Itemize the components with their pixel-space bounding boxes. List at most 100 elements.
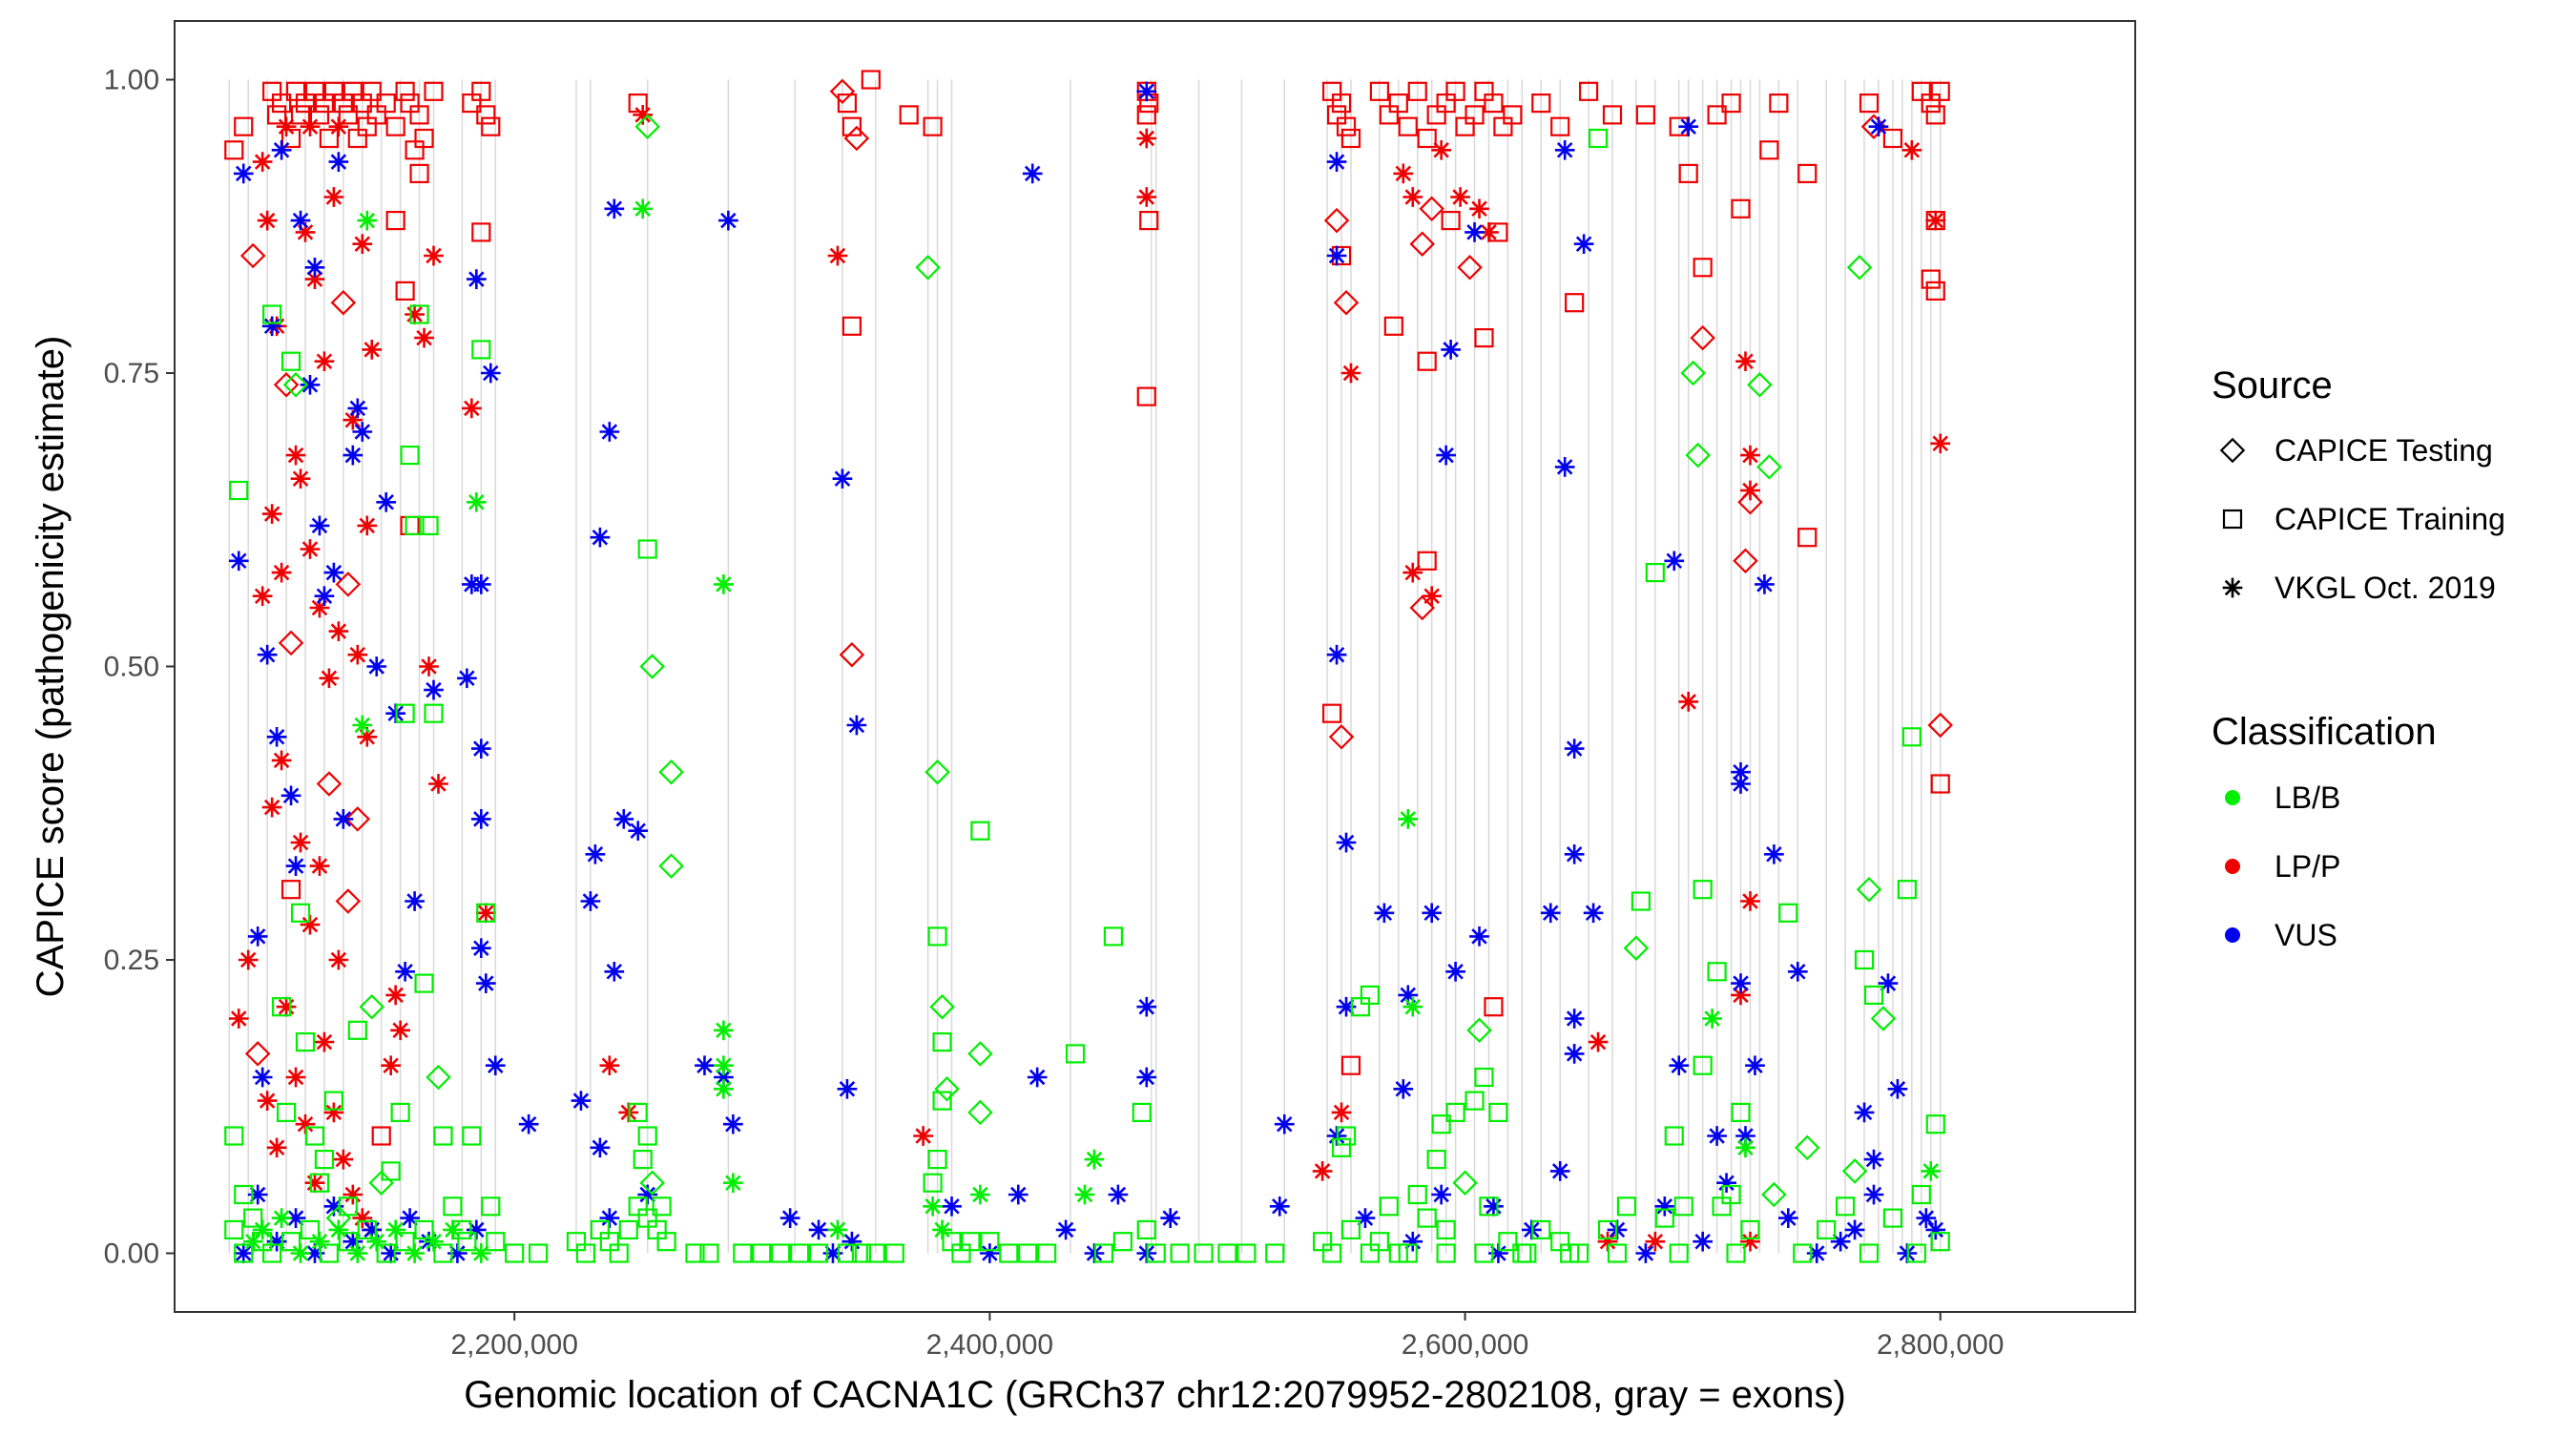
data-point [1859, 1243, 1880, 1263]
data-point [280, 351, 301, 371]
data-point [843, 125, 870, 152]
data-point [366, 1231, 387, 1252]
data-point [229, 480, 249, 501]
data-point [1336, 996, 1357, 1017]
plot-panel-border [174, 20, 2136, 1313]
data-point [1474, 1243, 1494, 1263]
data-point [1731, 198, 1751, 219]
data-point [1616, 1197, 1637, 1217]
data-point [1402, 562, 1423, 583]
data-point [234, 116, 254, 136]
data-point [1409, 231, 1435, 257]
data-point [1436, 1219, 1456, 1240]
data-point [1136, 996, 1157, 1017]
y-tick-label: 0.00 [104, 1238, 159, 1270]
data-point [837, 1078, 858, 1099]
data-point [470, 739, 491, 759]
data-point [1583, 903, 1604, 924]
data-point [338, 1232, 358, 1252]
data-point [1498, 1232, 1518, 1252]
data-point [1328, 724, 1355, 750]
data-point [1469, 926, 1489, 947]
data-point [233, 163, 254, 184]
y-axis-title: CAPICE score (pathogenicity estimate) [30, 336, 72, 998]
data-point [1930, 774, 1950, 794]
data-point [790, 1243, 810, 1263]
data-point [462, 1126, 482, 1146]
data-point [1678, 692, 1699, 712]
data-point [1778, 903, 1798, 923]
data-point [714, 1078, 734, 1099]
data-point [1737, 489, 1763, 515]
data-point [723, 1173, 743, 1194]
data-point [280, 1232, 301, 1252]
legend-classification-title: Classification [2212, 711, 2437, 753]
data-point [1690, 324, 1715, 351]
data-point [273, 372, 300, 398]
data-point [575, 1243, 596, 1263]
data-point [637, 1184, 658, 1205]
data-point [295, 1113, 316, 1134]
data-point [1474, 1067, 1494, 1088]
data-point [970, 1184, 990, 1205]
data-point [447, 1243, 467, 1263]
data-point [1564, 1044, 1585, 1064]
legend-key-dot [2225, 859, 2240, 874]
data-point [242, 1231, 263, 1252]
data-point [376, 491, 397, 512]
data-point [1436, 445, 1456, 466]
data-point [466, 269, 487, 289]
data-point [1882, 1208, 1903, 1228]
data-point [1445, 1102, 1465, 1123]
data-point [300, 539, 321, 559]
data-point [633, 105, 654, 125]
data-point [1393, 163, 1414, 184]
data-point [295, 1031, 316, 1052]
data-point [381, 1055, 402, 1076]
data-point [1844, 1219, 1865, 1240]
data-point [1560, 1243, 1580, 1263]
data-point [752, 1243, 772, 1263]
data-point [271, 93, 292, 114]
data-point [1398, 809, 1419, 829]
data-point [362, 81, 382, 101]
data-point [1450, 187, 1470, 207]
data-point [1383, 316, 1403, 336]
data-point [352, 234, 373, 255]
data-point [1747, 372, 1773, 398]
data-point [224, 140, 244, 160]
data-point [243, 1208, 263, 1228]
data-point [257, 1091, 278, 1111]
data-point [414, 973, 434, 993]
data-point [376, 1243, 396, 1263]
data-point [419, 515, 439, 536]
data-point [1517, 1243, 1537, 1263]
data-point [1160, 1208, 1181, 1228]
data-point [419, 656, 439, 676]
data-point [1236, 1243, 1257, 1263]
data-point [913, 1126, 933, 1146]
data-point [714, 1055, 734, 1076]
data-point [980, 1243, 1000, 1263]
data-point [1645, 562, 1665, 583]
data-point [1136, 386, 1156, 406]
y-tick-label: 1.00 [104, 65, 159, 96]
data-point [1336, 832, 1357, 853]
data-point [1685, 442, 1711, 468]
x-tick-label: 2,600,000 [1402, 1329, 1528, 1361]
data-point [837, 93, 858, 114]
data-point [426, 1064, 451, 1091]
data-point [481, 116, 501, 136]
data-point [961, 1232, 981, 1252]
data-point [1022, 163, 1043, 184]
data-point [1146, 1243, 1166, 1263]
data-point [1631, 891, 1651, 911]
data-point [244, 1041, 271, 1067]
data-point [1326, 245, 1347, 266]
data-point [424, 245, 444, 266]
data-point [314, 1149, 335, 1170]
data-point [304, 1243, 325, 1263]
data-point [228, 1009, 249, 1029]
data-point [618, 1219, 638, 1240]
data-point [1863, 985, 1884, 1006]
